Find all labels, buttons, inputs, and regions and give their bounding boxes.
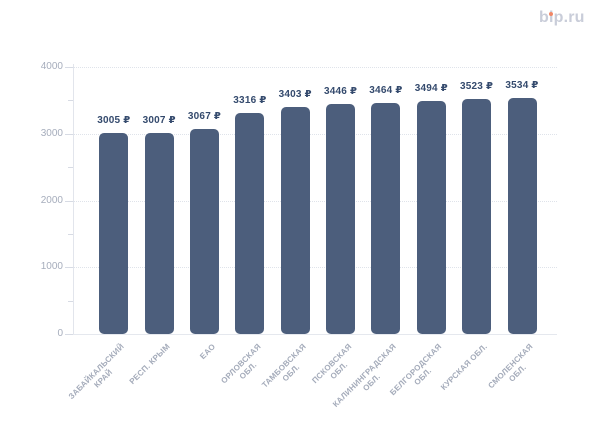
bar-value-label: 3005 ₽ <box>97 115 131 127</box>
bar[interactable] <box>326 104 356 334</box>
bar-value-label: 3494 ₽ <box>414 82 448 94</box>
y-axis-minor-tick <box>68 167 73 169</box>
x-axis-tick-label: ТАМБОВСКАЯ ОБЛ. <box>259 342 308 390</box>
y-axis-line <box>73 64 74 334</box>
x-axis-tick-label: СМОЛЕНСКАЯ ОБЛ. <box>486 342 535 391</box>
site-logo-text: bip.ru <box>539 9 585 26</box>
bar[interactable] <box>144 133 174 334</box>
bar-value-label: 3523 ₽ <box>460 80 494 92</box>
y-axis-major-tick <box>65 267 73 269</box>
bar-value-label: 3464 ₽ <box>369 84 403 96</box>
y-axis-minor-tick <box>68 100 73 102</box>
bar[interactable] <box>416 100 446 334</box>
y-axis-tick-label: 4000 <box>40 61 63 72</box>
y-gridline <box>73 133 557 135</box>
y-axis-major-tick <box>65 334 73 335</box>
site-logo[interactable]: bip.ru <box>539 9 585 27</box>
bar-value-label: 3446 ₽ <box>324 86 358 97</box>
x-axis-tick-label: ЕАО <box>197 342 217 361</box>
y-axis-minor-tick <box>68 233 73 235</box>
bar-value-label: 3534 ₽ <box>505 80 539 92</box>
y-axis-tick-label: 1000 <box>40 261 63 273</box>
x-axis-line <box>73 334 557 335</box>
y-axis-major-tick <box>65 200 73 202</box>
bar[interactable] <box>507 98 537 334</box>
bar-value-label: 3316 ₽ <box>233 94 267 106</box>
bar-value-label: 3403 ₽ <box>278 88 312 100</box>
y-gridline <box>73 267 557 269</box>
x-axis-tick-label: РЕСП. КРЫМ <box>127 342 172 387</box>
bar[interactable] <box>280 106 310 334</box>
y-axis-major-tick <box>65 67 73 68</box>
y-gridline <box>73 200 557 202</box>
bar[interactable] <box>99 133 129 334</box>
bar-value-label: 3007 ₽ <box>142 115 176 127</box>
logo-i-dot <box>549 12 553 16</box>
y-gridline <box>73 67 557 68</box>
bar[interactable] <box>371 102 401 334</box>
y-axis-tick-label: 3000 <box>40 127 63 139</box>
bar[interactable] <box>190 129 219 334</box>
y-axis-tick-label: 2000 <box>40 194 63 206</box>
x-axis-tick-label: КУРСКАЯ ОБЛ. <box>439 342 489 392</box>
y-axis-major-tick <box>65 133 73 135</box>
bar[interactable] <box>235 112 265 334</box>
y-axis-tick-label: 0 <box>57 328 63 339</box>
x-axis-tick-label: ЗАБАЙКАЛЬСКИЙ КРАЙ <box>67 342 127 402</box>
bar-value-label: 3067 ₽ <box>187 111 222 123</box>
y-axis-minor-tick <box>68 300 73 302</box>
bar[interactable] <box>462 98 492 334</box>
